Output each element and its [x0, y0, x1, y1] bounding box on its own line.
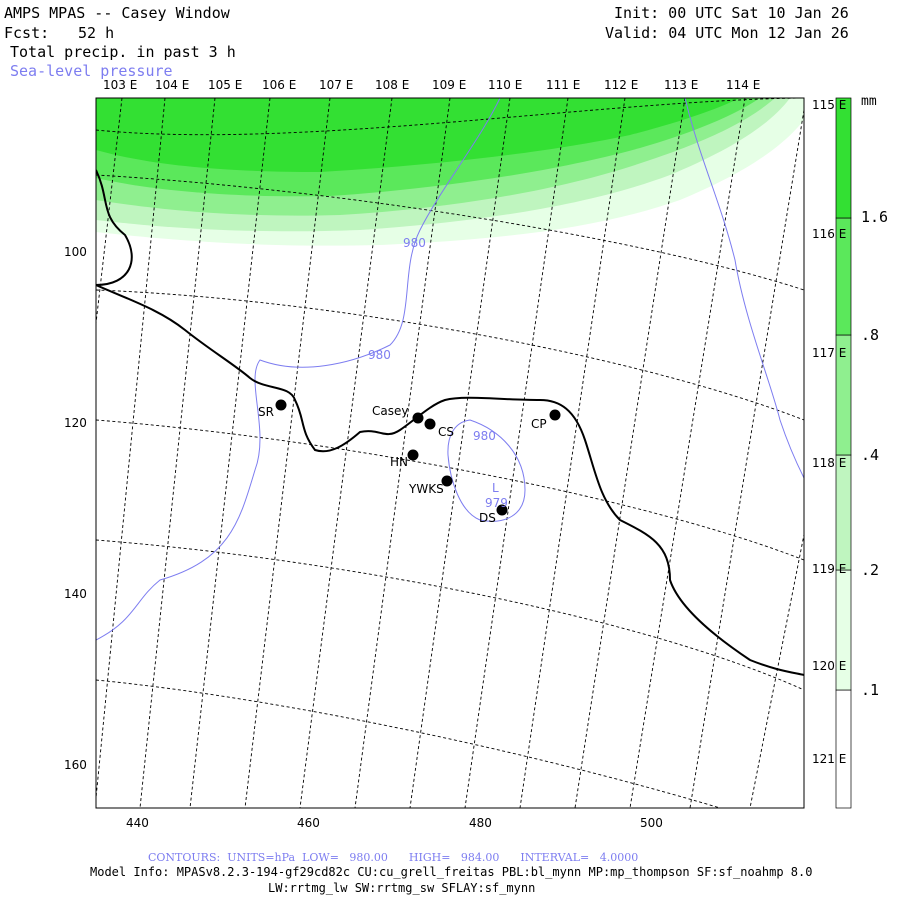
y-axis-label: 160 — [64, 758, 87, 772]
isobar-2 — [684, 98, 804, 479]
colorbar-seg-5 — [835, 97, 852, 219]
y-axis-label: 140 — [64, 587, 87, 601]
lon-label-right: 119 E — [812, 562, 847, 576]
precip-shading — [96, 98, 804, 246]
init-time: Init: 00 UTC Sat 10 Jan 26 — [614, 4, 849, 22]
x-axis-label: 460 — [297, 816, 320, 830]
station-dot-cs — [424, 418, 436, 430]
app-title: AMPS MPAS -- Casey Window — [4, 4, 230, 22]
station-markers — [275, 399, 561, 516]
station-dot-casey — [412, 412, 424, 424]
y-axis-label: 120 — [64, 416, 87, 430]
coastline — [96, 169, 804, 676]
pressure-contours — [96, 98, 804, 641]
lon-label-top: 105 E — [208, 78, 243, 92]
coastline-main — [96, 284, 804, 676]
y-axis-label: 100 — [64, 245, 87, 259]
colorbar-unit: mm — [861, 94, 877, 109]
lon-label-top: 114 E — [726, 78, 761, 92]
station-label-cs: CS — [438, 425, 454, 439]
valid-time: Valid: 04 UTC Mon 12 Jan 26 — [605, 24, 849, 42]
contour-label: 980 — [403, 236, 426, 250]
colorbar-label: .1 — [861, 681, 880, 699]
colorbar — [835, 97, 852, 809]
x-axis-label: 500 — [640, 816, 663, 830]
contour-label: 980 — [473, 429, 496, 443]
station-dot-ywks — [441, 475, 453, 487]
lon-label-top: 109 E — [432, 78, 467, 92]
overlay-description: Sea-level pressure — [10, 62, 173, 80]
precip-band-5 — [96, 98, 740, 172]
colorbar-seg-0 — [835, 689, 852, 809]
lon-label-right: 120 E — [812, 659, 847, 673]
field-description: Total precip. in past 3 h — [10, 43, 236, 61]
lon-label-top: 111 E — [546, 78, 581, 92]
low-pressure-marker: L — [492, 481, 499, 495]
x-axis-label: 480 — [469, 816, 492, 830]
lon-label-top: 108 E — [375, 78, 410, 92]
station-dot-ds — [496, 504, 508, 516]
station-label-cp: CP — [531, 417, 547, 431]
plot-frame — [95, 97, 805, 809]
station-label-ywks: YWKS — [409, 482, 444, 496]
graticule — [96, 98, 804, 808]
x-axis-label: 440 — [126, 816, 149, 830]
model-info-physics: LW:rrtmg_lw SW:rrtmg_sw SFLAY:sf_mynn — [268, 881, 536, 895]
colorbar-seg-2 — [835, 454, 852, 571]
lon-label-top: 107 E — [319, 78, 354, 92]
station-dot-hn — [407, 449, 419, 461]
lon-label-right: 116 E — [812, 227, 847, 241]
station-dot-cp — [549, 409, 561, 421]
station-label-hn: HN — [390, 455, 408, 469]
lon-label-right: 121 E — [812, 752, 847, 766]
station-label-sr: SR — [258, 405, 274, 419]
isobar-1 — [96, 98, 501, 641]
coastline-west — [96, 169, 133, 286]
contour-label: 980 — [368, 348, 391, 362]
lon-label-top: 113 E — [664, 78, 699, 92]
colorbar-label: .8 — [861, 326, 880, 344]
lon-label-top: 110 E — [488, 78, 523, 92]
station-label-casey: Casey — [372, 404, 409, 418]
colorbar-label: .2 — [861, 561, 880, 579]
isobar-low — [447, 419, 526, 522]
contour-info: CONTOURS: UNITS=hPa LOW= 980.00 HIGH= 98… — [148, 851, 639, 864]
model-info: Model Info: MPASv8.2.3-194-gf29cd82c CU:… — [90, 865, 813, 879]
lon-label-right: 115 E — [812, 98, 847, 112]
contour-label: 979 — [485, 496, 508, 510]
lon-label-right: 118 E — [812, 456, 847, 470]
forecast-label: Fcst: — [4, 24, 50, 42]
lon-label-top: 112 E — [604, 78, 639, 92]
colorbar-label: 1.6 — [861, 208, 889, 226]
colorbar-label: .4 — [861, 446, 880, 464]
lon-label-top: 103 E — [103, 78, 138, 92]
station-dot-sr — [275, 399, 287, 411]
lon-label-right: 117 E — [812, 346, 847, 360]
forecast-hours: 52 h — [78, 24, 115, 42]
lon-label-top: 104 E — [155, 78, 190, 92]
station-label-ds: DS — [479, 511, 496, 525]
lon-label-top: 106 E — [262, 78, 297, 92]
